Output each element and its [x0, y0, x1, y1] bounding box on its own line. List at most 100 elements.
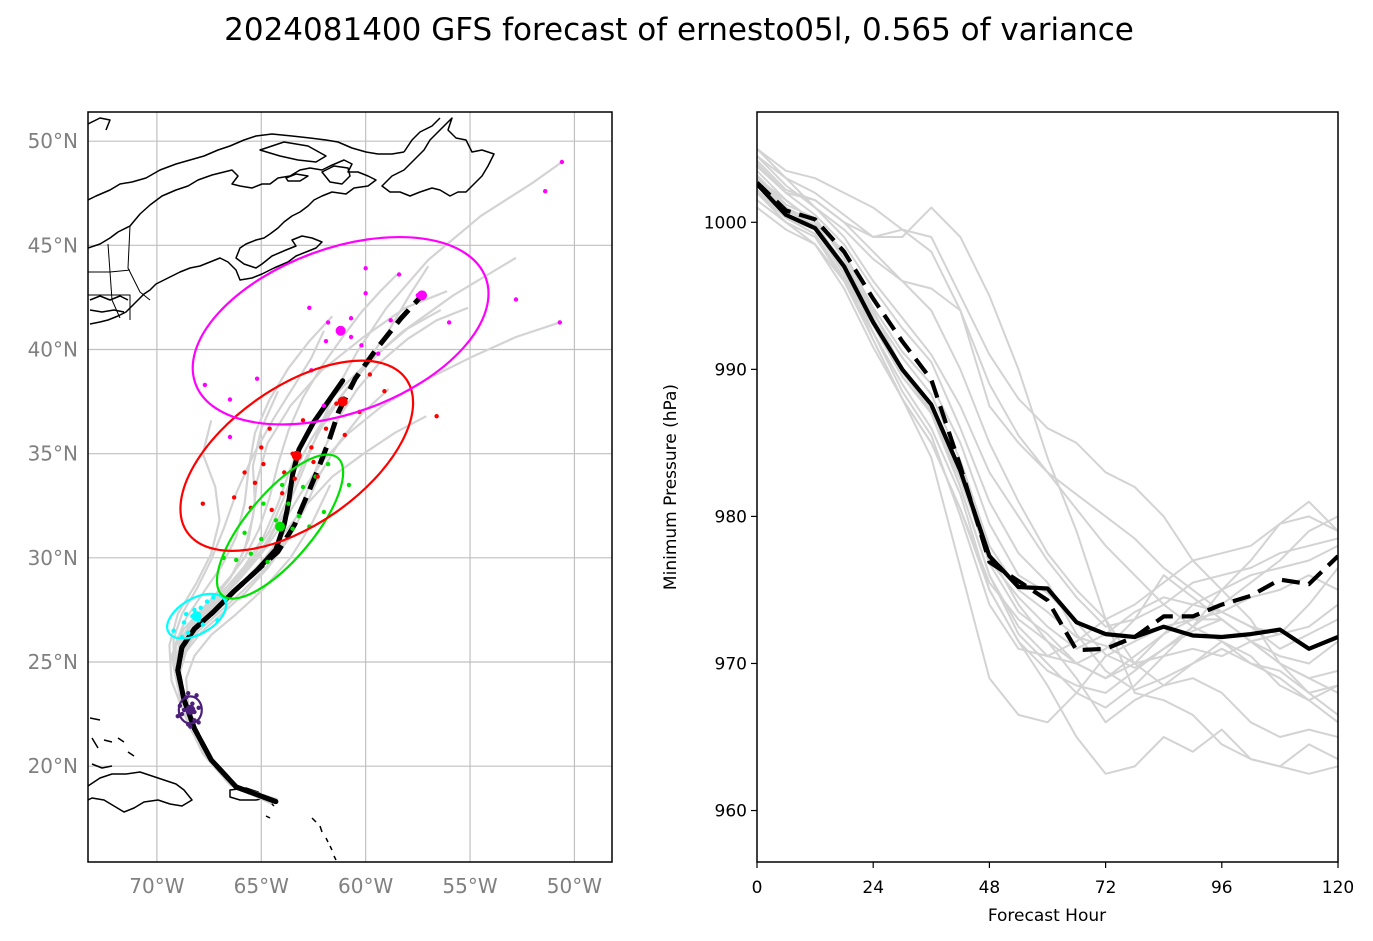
forecast-point-h24: [204, 599, 210, 604]
pressure-x-tick-label: 120: [1322, 878, 1354, 898]
map-y-tick-label: 40°N: [28, 338, 78, 362]
forecast-point-h24: [211, 595, 216, 600]
pressure-y-axis-label: Minimum Pressure (hPa): [661, 384, 681, 590]
forecast-point-h48: [259, 536, 264, 542]
forecast-point-h96: [323, 338, 329, 344]
pressure-x-axis-label: Forecast Hour: [988, 906, 1106, 926]
mean-marker-h24: [191, 611, 202, 622]
track-markers: [185, 290, 428, 715]
map-y-tick-label: 25°N: [28, 650, 78, 674]
forecast-point-h72: [323, 426, 329, 431]
forecast-point-h72: [309, 445, 314, 450]
forecast-point-h72: [242, 470, 247, 475]
pressure-mean-line: [757, 182, 1338, 651]
pressure-member-line: [757, 148, 1338, 636]
pressure-y-ticks: 960 970 980 990 1000: [704, 213, 757, 822]
forecast-point-h72: [231, 495, 237, 500]
pressure-member-line: [757, 192, 1338, 694]
map-y-ticks: 20°N 25°N 30°N 35°N 40°N 45°N 50°N: [28, 129, 78, 778]
pressure-x-tick-label: 48: [979, 878, 1001, 898]
pressure-control-line: [757, 181, 1338, 653]
forecast-point-h24: [200, 622, 206, 627]
map-x-tick-label: 70°W: [129, 874, 184, 898]
forecast-point-h48: [242, 530, 247, 536]
forecast-point-h72: [279, 491, 285, 496]
control-marker-h96: [417, 290, 428, 301]
forecast-point-h48: [346, 482, 352, 488]
pressure-member-line: [757, 148, 1338, 628]
mean-marker-h96: [335, 325, 346, 336]
forecast-point-h72: [382, 388, 387, 394]
map-frame: [87, 111, 613, 863]
forecast-point-h24: [171, 628, 176, 633]
map-x-tick-label: 65°W: [234, 874, 289, 898]
forecast-point-h72: [434, 413, 439, 419]
forecast-point-h48: [248, 551, 254, 556]
uncertainty-ellipse-h24: [166, 592, 228, 640]
forecast-point-h96: [202, 382, 208, 388]
mean-marker-h48: [275, 521, 286, 532]
map-x-tick-label: 50°W: [547, 874, 602, 898]
forecast-point-h72: [334, 401, 339, 406]
forecast-point-h96: [557, 320, 563, 325]
forecast-point-h96: [348, 316, 354, 321]
forecast-point-h48: [296, 513, 302, 519]
coastline-newfoundland: [381, 117, 495, 197]
map-y-tick-label: 50°N: [28, 129, 78, 153]
control-marker-h72: [337, 396, 348, 407]
forecast-point-h96: [396, 272, 402, 277]
map-y-tick-label: 20°N: [28, 754, 78, 778]
map-x-tick-label: 60°W: [338, 874, 393, 898]
forecast-point-h48: [300, 484, 306, 490]
forecast-point-h96: [363, 266, 368, 271]
forecast-point-h48: [290, 526, 295, 531]
pressure-member-line: [757, 165, 1338, 694]
pressure-frame: [756, 111, 1339, 863]
forecast-point-h96: [307, 305, 312, 311]
forecast-point-h48: [261, 501, 266, 506]
forecast-point-h96: [363, 291, 368, 296]
pressure-x-tick-label: 72: [1095, 878, 1117, 898]
uncertainty-ellipse-h72: [179, 359, 415, 552]
control-track-line: [175, 293, 424, 804]
pressure-y-tick-label: 960: [715, 802, 747, 822]
pressure-x-tick-label: 0: [752, 878, 763, 898]
forecast-point-h48: [273, 518, 279, 523]
forecast-point-h72: [311, 459, 316, 465]
map-y-tick-label: 30°N: [28, 546, 78, 570]
forecast-point-h48: [286, 501, 291, 506]
pressure-background: [757, 112, 1338, 862]
forecast-point-h72: [259, 445, 264, 450]
forecast-point-h72: [342, 432, 347, 438]
state-boundaries: [88, 225, 151, 320]
coastline-prince-edward-island: [285, 173, 309, 182]
forecast-point-h72: [200, 501, 206, 506]
pressure-panel: 0 24 48 72 96 120 960 970 980 990 1000 Forecast H…: [661, 111, 1354, 926]
forecast-point-h24: [192, 607, 197, 613]
forecast-point-h72: [267, 426, 272, 431]
coastline-maine-islands: [89, 295, 129, 313]
pressure-y-tick-label: 980: [715, 507, 747, 527]
coastline-anticosti: [259, 141, 327, 163]
coastline-quebec-north: [88, 117, 405, 201]
forecast-point-h72: [269, 507, 274, 513]
forecast-point-h72: [300, 418, 306, 423]
forecast-point-h96: [325, 320, 331, 325]
pressure-member-line: [757, 155, 1338, 775]
mean-marker-h72: [291, 450, 302, 461]
forecast-point-h96: [542, 188, 548, 194]
pressure-x-ticks: 0 24 48 72 96 120: [752, 862, 1354, 898]
forecast-point-h96: [388, 318, 393, 323]
map-y-tick-label: 35°N: [28, 442, 78, 466]
forecast-point-h72: [367, 372, 373, 377]
figure-title: 2024081400 GFS forecast of ernesto05l, 0…: [224, 12, 1134, 48]
forecast-point-h48: [321, 509, 327, 515]
forecast-point-h0: [196, 705, 201, 711]
forecast-point-h72: [252, 480, 258, 486]
mean-marker-h0: [185, 704, 196, 715]
uncertainty-ellipses: [166, 235, 490, 725]
forecast-point-h96: [446, 320, 452, 325]
map-x-ticks: 70°W 65°W 60°W 55°W 50°W: [129, 874, 602, 898]
map-y-tick-label: 45°N: [28, 233, 78, 257]
control-track: [175, 293, 424, 804]
